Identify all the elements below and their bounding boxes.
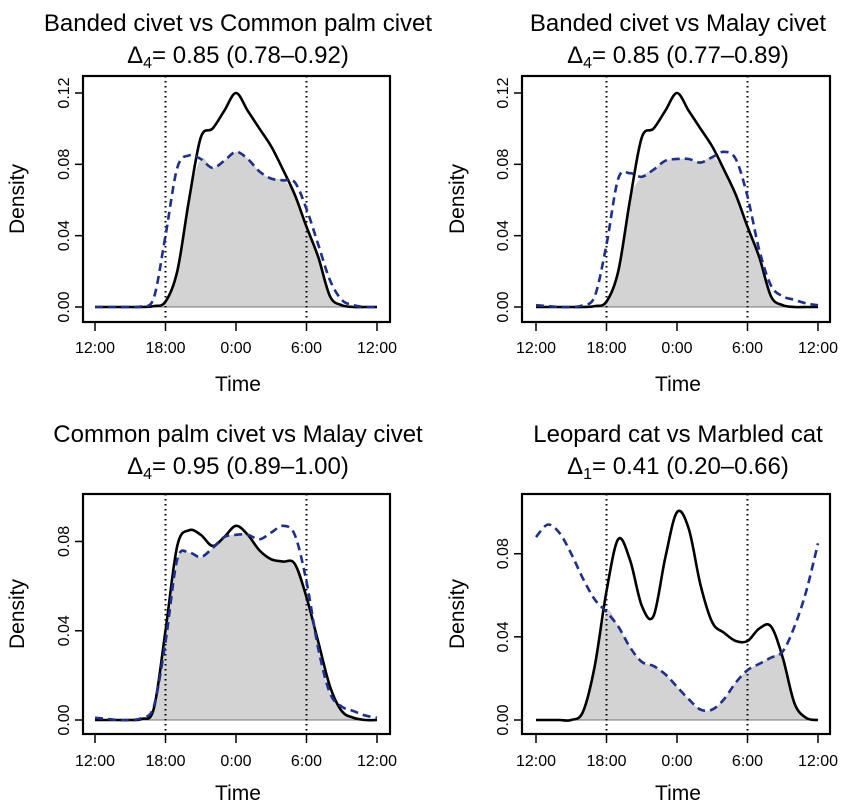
panel-banded-vs-malay: Banded civet vs Malay civet Δ4= 0.85 (0.…	[446, 10, 838, 396]
subtitle-symbol: Δ	[127, 453, 143, 480]
density-line-dashed	[535, 523, 820, 713]
y-axis-label: Density	[6, 163, 29, 234]
y-tick-label: 0.08	[56, 149, 73, 180]
y-tick-label: 0.08	[495, 538, 512, 569]
subtitle-subscript: 4	[143, 466, 152, 483]
x-tick-label: 12:00	[516, 753, 556, 770]
y-axis-label: Density	[446, 163, 469, 234]
x-axis-label: Time	[655, 782, 701, 805]
x-tick-label: 12:00	[357, 753, 397, 770]
subtitle-values: = 0.85 (0.78–0.92)	[152, 42, 349, 69]
x-tick-label: 12:00	[75, 753, 115, 770]
panel-subtitle: Δ4= 0.95 (0.89–1.00)	[127, 453, 349, 483]
panel-subtitle: Δ1= 0.41 (0.20–0.66)	[567, 453, 789, 483]
y-axis-label: Density	[6, 578, 29, 649]
panel-title: Banded civet vs Common palm civet	[44, 10, 432, 37]
plot-frame	[520, 74, 832, 324]
y-tick-label: 0.04	[56, 220, 73, 251]
panel-common-palm-vs-malay: Common palm civet vs Malay civet Δ4= 0.9…	[6, 421, 423, 805]
x-tick-label: 12:00	[798, 753, 838, 770]
panel-title: Banded civet vs Malay civet	[530, 10, 826, 37]
overlap-area	[95, 533, 377, 721]
x-tick-label: 6:00	[732, 340, 763, 357]
y-tick-label: 0.08	[495, 149, 512, 180]
x-tick-label: 6:00	[291, 340, 322, 357]
overlap-area	[536, 157, 818, 308]
subtitle-symbol: Δ	[567, 42, 583, 69]
y-tick-label: 0.00	[495, 291, 512, 322]
plot-frame	[520, 492, 832, 736]
x-tick-label: 18:00	[586, 340, 626, 357]
y-axis-label: Density	[446, 578, 469, 649]
density-line-dashed	[535, 150, 819, 309]
subtitle-values: = 0.95 (0.89–1.00)	[152, 453, 349, 480]
x-tick-label: 6:00	[732, 753, 763, 770]
x-tick-label: 18:00	[586, 753, 626, 770]
subtitle-subscript: 1	[583, 466, 592, 483]
x-tick-label: 12:00	[516, 340, 556, 357]
y-tick-label: 0.12	[495, 77, 512, 108]
density-line-solid	[536, 509, 819, 722]
subtitle-symbol: Δ	[127, 42, 143, 69]
density-line-dashed	[94, 150, 378, 309]
panel-title: Common palm civet vs Malay civet	[53, 421, 423, 448]
density-line-dashed	[94, 524, 378, 722]
x-axis-label: Time	[215, 373, 261, 396]
x-tick-label: 18:00	[145, 753, 185, 770]
panel-title: Leopard cat vs Marbled cat	[533, 421, 823, 448]
y-tick-label: 0.00	[495, 704, 512, 735]
x-tick-label: 12:00	[357, 340, 397, 357]
panel-banded-vs-common-palm: Banded civet vs Common palm civet Δ4= 0.…	[6, 10, 432, 396]
x-axis-label: Time	[215, 782, 261, 805]
x-tick-label: 0:00	[220, 753, 251, 770]
panel-subtitle: Δ4= 0.85 (0.77–0.89)	[567, 42, 789, 72]
x-tick-label: 0:00	[661, 340, 692, 357]
x-tick-label: 12:00	[75, 340, 115, 357]
y-tick-label: 0.04	[56, 615, 73, 646]
y-tick-label: 0.00	[56, 704, 73, 735]
x-tick-label: 6:00	[291, 753, 322, 770]
overlap-area	[95, 151, 377, 308]
subtitle-symbol: Δ	[567, 453, 583, 480]
density-line-solid	[535, 91, 818, 309]
subtitle-subscript: 4	[583, 55, 592, 72]
y-tick-label: 0.00	[56, 291, 73, 322]
panel-subtitle: Δ4= 0.85 (0.78–0.92)	[127, 42, 349, 72]
overlap-area	[536, 610, 818, 721]
x-tick-label: 0:00	[661, 753, 692, 770]
x-tick-label: 0:00	[220, 340, 251, 357]
x-tick-label: 18:00	[145, 340, 185, 357]
subtitle-subscript: 4	[143, 55, 152, 72]
x-tick-label: 12:00	[798, 340, 838, 357]
y-tick-label: 0.04	[495, 621, 512, 652]
subtitle-values: = 0.85 (0.77–0.89)	[592, 42, 789, 69]
y-tick-label: 0.12	[56, 77, 73, 108]
y-tick-label: 0.08	[56, 526, 73, 557]
x-axis-label: Time	[655, 373, 701, 396]
y-tick-label: 0.04	[495, 220, 512, 251]
panel-leopard-vs-marbled: Leopard cat vs Marbled cat Δ1= 0.41 (0.2…	[446, 421, 838, 805]
subtitle-values: = 0.41 (0.20–0.66)	[592, 453, 789, 480]
